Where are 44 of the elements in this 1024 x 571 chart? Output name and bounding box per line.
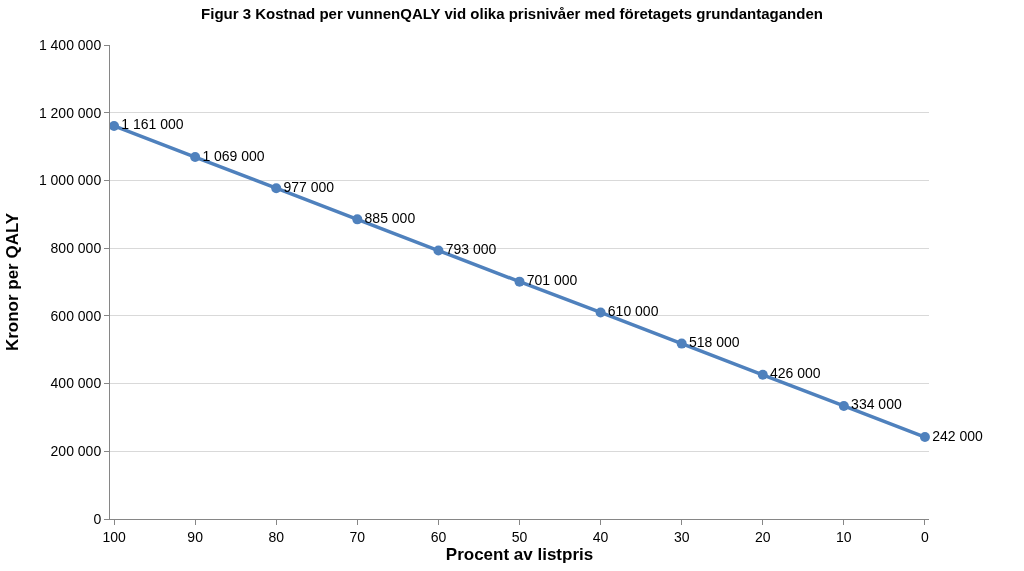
y-tick-label: 400 000 — [50, 375, 102, 392]
point — [109, 120, 120, 131]
data-label: 518 000 — [688, 334, 740, 351]
point — [190, 152, 201, 163]
x-tick-label: 30 — [673, 528, 690, 545]
data-label: 426 000 — [770, 365, 821, 382]
x-tick-label: 0 — [921, 528, 930, 545]
x-tick-label: 20 — [754, 528, 771, 545]
y-tick-label: 1 200 000 — [38, 104, 102, 121]
point — [919, 432, 930, 443]
data-label: 885 000 — [364, 209, 416, 226]
data-label: 1 069 000 — [202, 147, 265, 164]
y-tick-label: 600 000 — [50, 307, 102, 324]
point — [757, 369, 768, 380]
x-axis-title: Procent av listpris — [445, 544, 594, 564]
chart-title: Figur 3 Kostnad per vunnenQALY vid olika prisnivåer med företagets grundantaganden — [201, 5, 823, 23]
x-tick-label: 90 — [187, 528, 204, 545]
y-tick-label: 1 400 000 — [38, 36, 102, 53]
data-label: 242 000 — [932, 427, 984, 444]
point — [514, 276, 525, 287]
data-label: 610 000 — [607, 302, 659, 319]
y-tick-label: 0 — [93, 510, 102, 527]
data-label: 334 000 — [851, 396, 902, 413]
point — [433, 245, 444, 256]
y-axis-title: Kronor per QALY — [3, 212, 23, 352]
x-tick-label: 60 — [430, 528, 447, 545]
data-label: 977 000 — [283, 178, 335, 195]
x-tick-label: 100 — [102, 528, 126, 545]
data-label: 793 000 — [445, 241, 497, 258]
data-label: 1 161 000 — [121, 116, 184, 133]
x-tick-label: 10 — [836, 528, 852, 545]
y-tick-label: 1 000 000 — [38, 172, 102, 189]
x-tick-label: 40 — [592, 528, 609, 545]
x-tick-label: 80 — [268, 528, 285, 545]
x-tick-label: 50 — [511, 528, 528, 545]
point — [838, 400, 849, 411]
y-tick-label: 800 000 — [50, 240, 102, 257]
point — [352, 214, 363, 225]
data-label: 701 000 — [526, 272, 578, 289]
point — [676, 338, 687, 349]
x-tick-label: 70 — [349, 528, 366, 545]
y-tick-label: 200 000 — [50, 443, 102, 460]
point — [271, 183, 282, 194]
point — [595, 307, 606, 318]
